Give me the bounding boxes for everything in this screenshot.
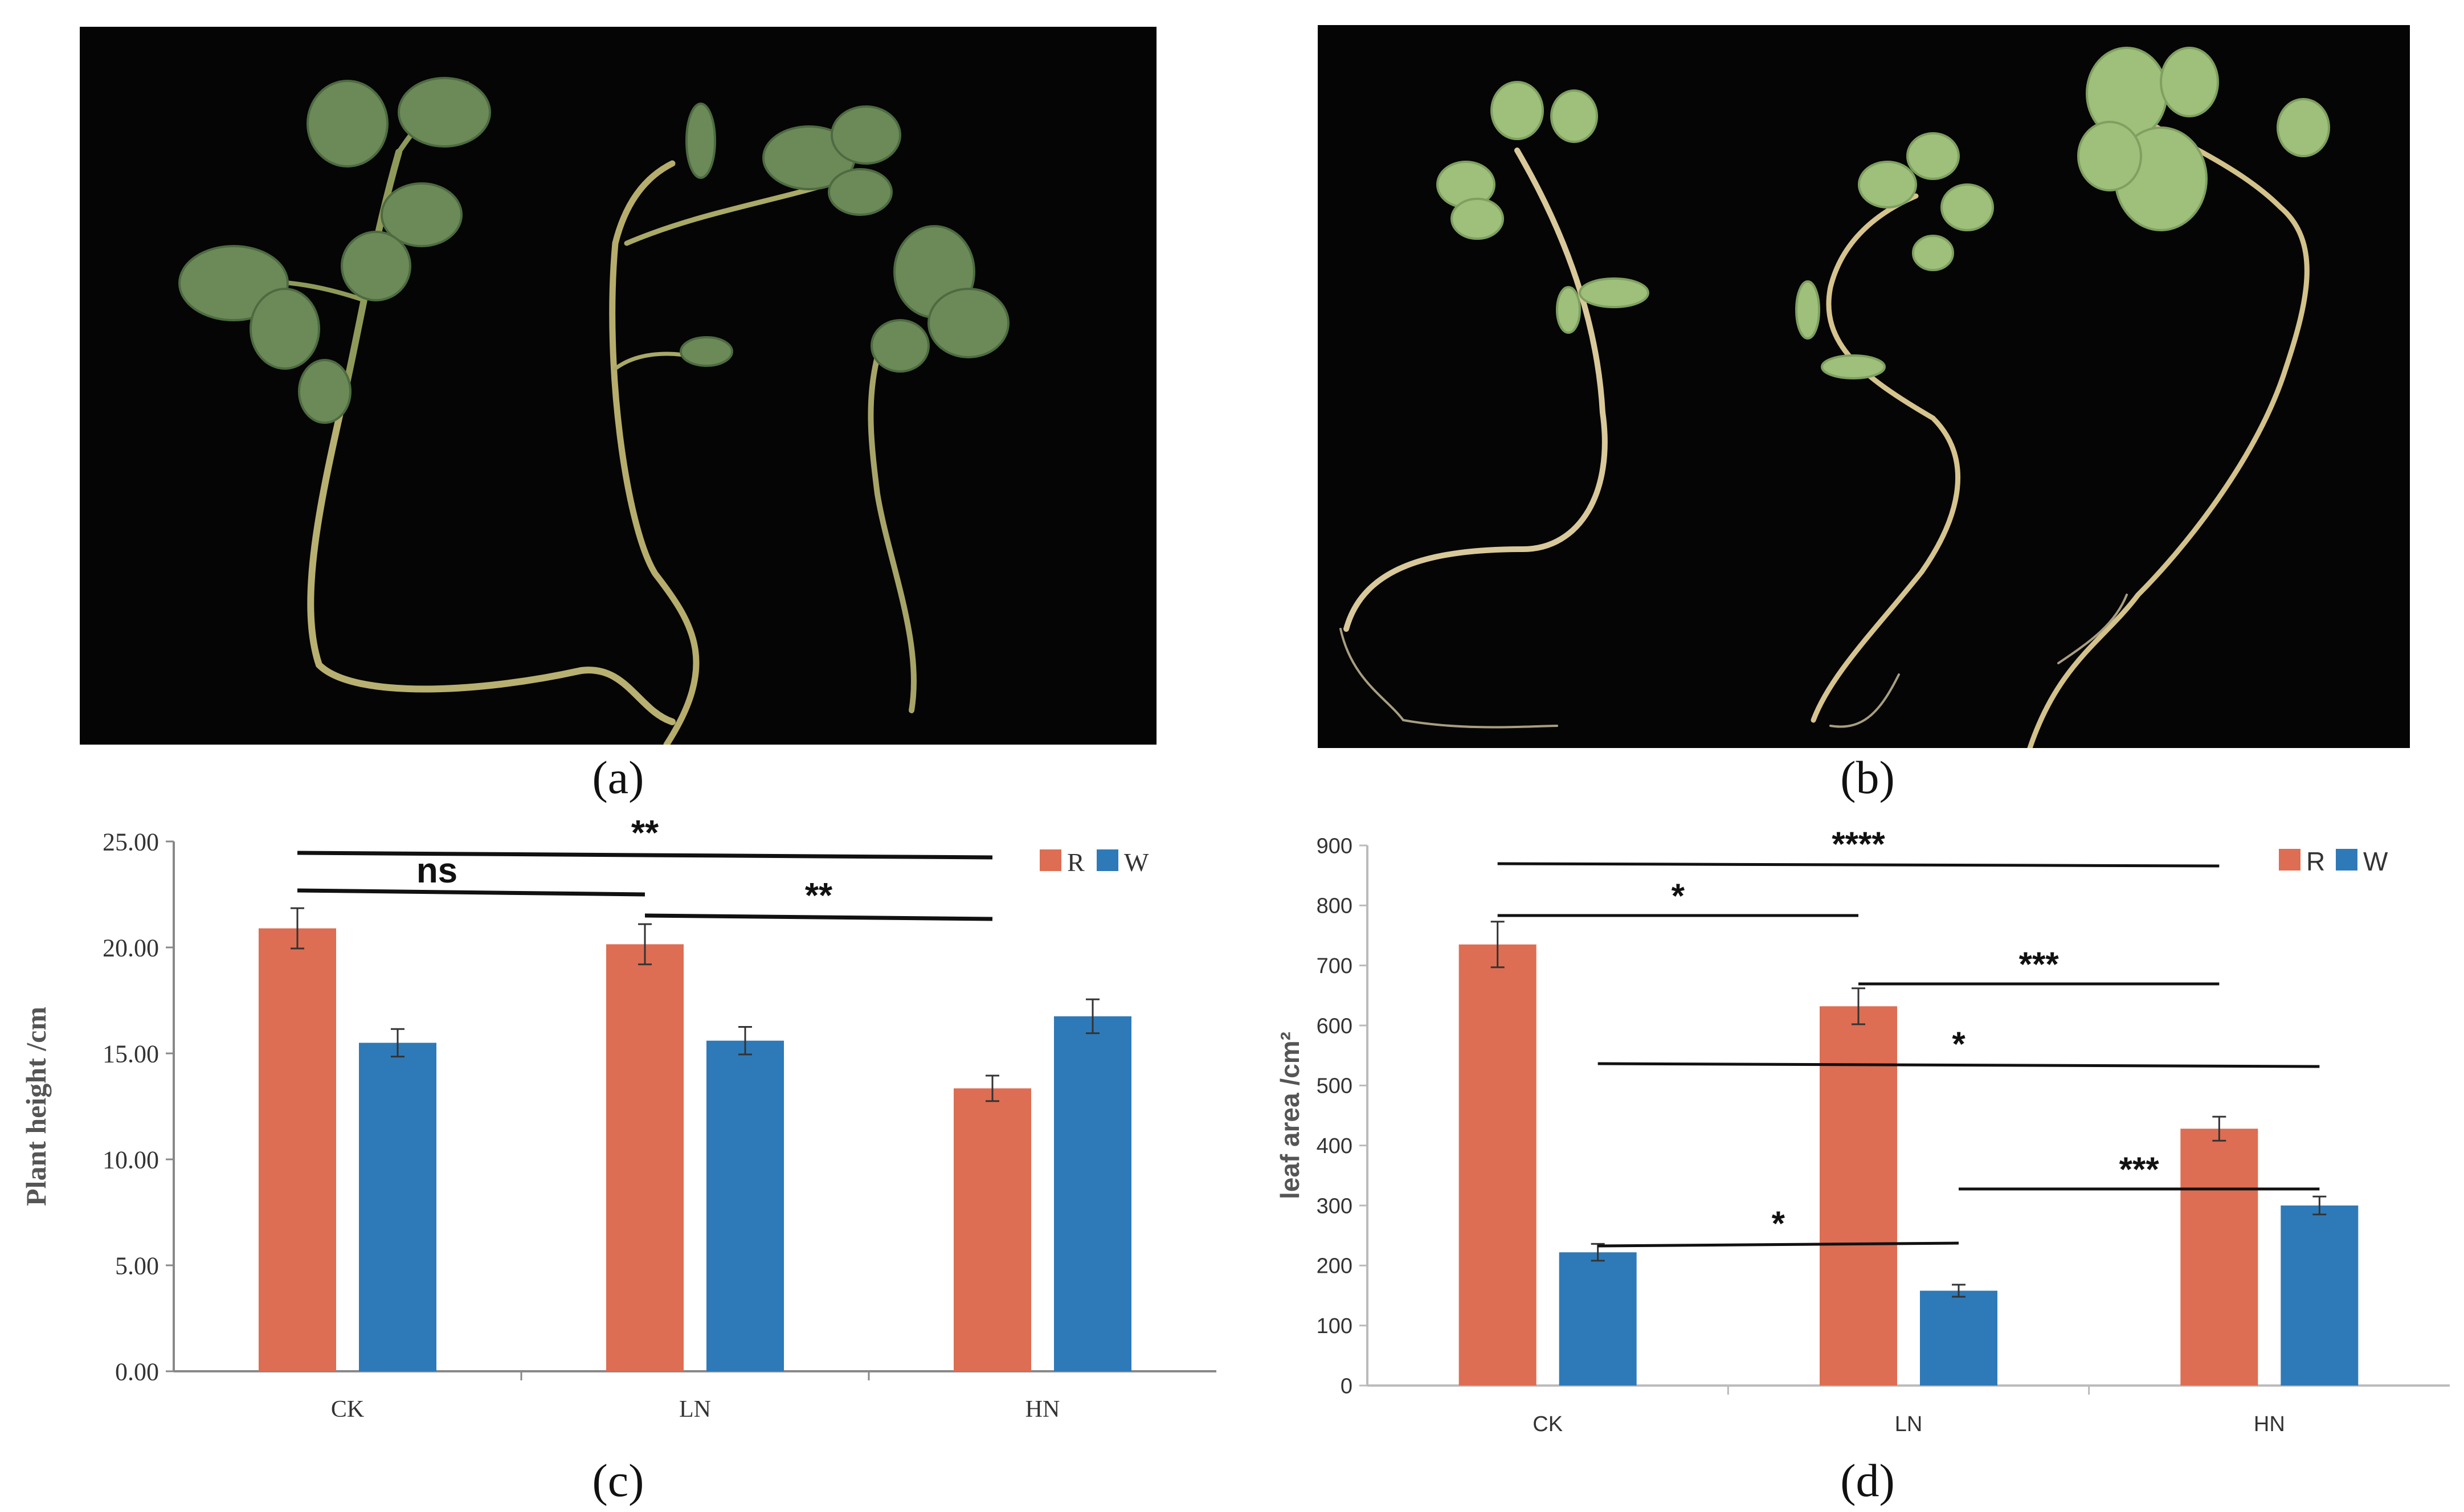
x-tick-label: LN	[679, 1396, 711, 1423]
y-tick-label: 300	[1317, 1194, 1352, 1218]
significance-line	[644, 913, 993, 921]
bar-W-HN	[2281, 1205, 2359, 1386]
plant-height-chart: 0.00 5.00 10.00 15.00 20.00 25.00 CK LN HN Plant …	[0, 795, 1231, 1444]
x-tick-label: HN	[2254, 1412, 2285, 1436]
bar-R-HN	[2180, 1129, 2258, 1386]
x-tick-label: LN	[1895, 1412, 1923, 1436]
legend-label-R: R	[2306, 847, 2325, 876]
bar-R-LN	[606, 944, 684, 1371]
y-tick-label: 200	[1317, 1254, 1352, 1278]
bar-R-CK	[259, 928, 336, 1371]
panel-label-a: (a)	[592, 751, 644, 803]
x-tick-label: CK	[1533, 1412, 1563, 1436]
y-tick-label: 800	[1317, 894, 1352, 918]
seedling-photo-b	[1318, 25, 2410, 748]
plant-height-chart-svg: 0.00 5.00 10.00 15.00 20.00 25.00 CK LN HN Plant …	[20, 814, 1216, 1423]
bar-W-CK	[359, 1043, 436, 1371]
seedling-illustration-b	[1339, 47, 2330, 748]
bar-W-LN	[706, 1040, 784, 1371]
leaf-area-chart: 0 100 200 300 400 500 600 700 800 900 CK LN HN leaf a…	[1253, 809, 2464, 1453]
significance-label: ***	[2119, 1150, 2160, 1188]
legend-swatch-R	[1040, 849, 1061, 871]
significance-line	[1597, 1241, 1959, 1248]
legend-swatch-R	[2279, 849, 2300, 871]
bar-W-HN	[1054, 1016, 1131, 1371]
bar-W-CK	[1559, 1252, 1637, 1386]
significance-label: ***	[2019, 945, 2060, 983]
y-tick-label: 25.00	[103, 828, 159, 856]
leaf-area-chart-svg: 0 100 200 300 400 500 600 700 800 900 CK LN HN leaf a…	[1275, 825, 2450, 1436]
y-tick-label: 500	[1317, 1074, 1352, 1098]
significance-label: *	[1952, 1025, 1966, 1063]
legend-swatch-W	[1097, 849, 1118, 871]
significance-label: **	[631, 814, 659, 853]
legend-label-W: W	[1124, 848, 1149, 877]
seedling-illustration-a	[178, 77, 1010, 745]
legend-swatch-W	[2336, 849, 2357, 871]
y-tick-label: 900	[1317, 834, 1352, 858]
significance-label: *	[1672, 877, 1685, 915]
significance-label: **	[805, 876, 833, 916]
significance-label: ****	[1832, 825, 1885, 863]
significance-label: *	[1772, 1204, 1785, 1243]
y-tick-label: 100	[1317, 1314, 1352, 1338]
y-tick-label: 20.00	[103, 934, 159, 962]
significance-label: ns	[416, 851, 457, 890]
y-tick-label: 0.00	[115, 1358, 159, 1386]
bar-W-LN	[1920, 1290, 1997, 1386]
x-tick-label: HN	[1025, 1396, 1060, 1423]
panel-label-b: (b)	[1840, 751, 1895, 803]
panel-label-d: (d)	[1840, 1454, 1895, 1506]
y-axis-label: leaf area /cm²	[1275, 1032, 1305, 1199]
legend-label-W: W	[2363, 847, 2388, 876]
bar-R-HN	[954, 1088, 1031, 1371]
significance-line	[1597, 1062, 2320, 1068]
panel-label-c: (c)	[592, 1454, 644, 1506]
seedling-photo-a	[80, 27, 1157, 745]
y-tick-label: 400	[1317, 1134, 1352, 1158]
y-tick-label: 600	[1317, 1014, 1352, 1038]
significance-line	[1497, 862, 2220, 868]
significance-line	[297, 851, 993, 860]
legend-label-R: R	[1067, 848, 1085, 877]
y-tick-label: 0	[1341, 1374, 1352, 1398]
bar-R-CK	[1458, 944, 1537, 1386]
y-tick-label: 15.00	[103, 1040, 159, 1068]
y-tick-label: 5.00	[115, 1252, 159, 1280]
y-axis-label: Plant height /cm	[20, 1007, 52, 1206]
x-tick-label: CK	[331, 1396, 364, 1423]
y-tick-label: 10.00	[103, 1146, 159, 1174]
significance-line	[297, 888, 645, 897]
bar-R-LN	[1820, 1006, 1897, 1386]
y-tick-label: 700	[1317, 954, 1352, 978]
